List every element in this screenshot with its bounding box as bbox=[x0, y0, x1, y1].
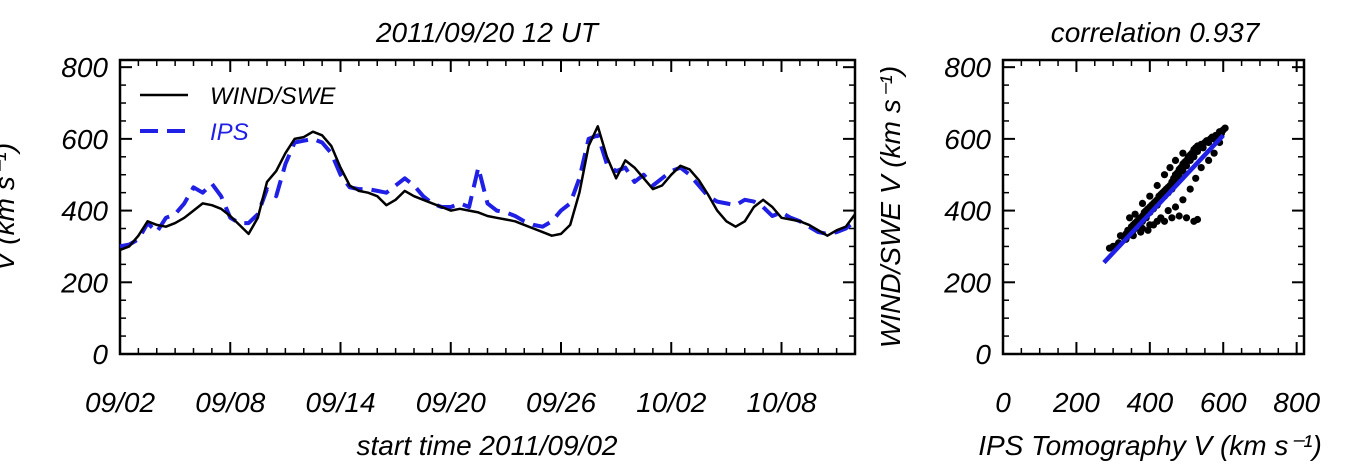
scatter-point bbox=[1210, 149, 1218, 157]
scatter-point bbox=[1175, 212, 1183, 220]
scatter-point bbox=[1182, 162, 1191, 170]
sc-x-tick-label: 200 bbox=[1052, 387, 1100, 418]
scatter-point bbox=[1193, 215, 1202, 224]
ts-y-tick-label: 600 bbox=[61, 124, 108, 155]
timeseries-title: 2011/09/20 12 UT bbox=[375, 17, 600, 48]
scatter-point bbox=[1221, 124, 1229, 132]
scatter-point bbox=[1146, 192, 1154, 200]
scatter-points bbox=[1105, 124, 1229, 252]
series-line-ips bbox=[119, 133, 857, 249]
scatter-point bbox=[1179, 167, 1187, 175]
ts-y-tick-label: 400 bbox=[61, 196, 108, 227]
timeseries-x-axis: 09/02 09/08 09/14 09/20 09/26 10/02 10/08 bbox=[85, 60, 838, 418]
timeseries-y-axis: 0 200 400 600 800 bbox=[60, 52, 855, 370]
scatter-point bbox=[1168, 214, 1176, 222]
ts-x-tick-label: 10/08 bbox=[746, 387, 816, 418]
ts-x-tick-label: 09/14 bbox=[305, 387, 375, 418]
scatter-y-axis: 0 200 400 600 800 bbox=[943, 52, 1304, 370]
scatter-point bbox=[1149, 221, 1158, 229]
scatter-x-axis: 0 200 400 600 800 bbox=[995, 60, 1320, 418]
scatter-title: correlation 0.937 bbox=[1051, 17, 1261, 48]
scatter-point bbox=[1182, 214, 1191, 222]
sc-y-tick-label: 200 bbox=[943, 267, 991, 298]
scatter-fit bbox=[1102, 133, 1225, 265]
scatter-point bbox=[1197, 164, 1205, 172]
scatter-point bbox=[1144, 226, 1152, 234]
sc-y-tick-label: 0 bbox=[975, 339, 991, 370]
legend-label-wind-swe: WIND/SWE bbox=[210, 83, 336, 110]
ts-y-tick-label: 200 bbox=[60, 267, 108, 298]
scatter-x-axis-label: IPS Tomography V (km s⁻¹) bbox=[978, 430, 1322, 461]
scatter-point bbox=[1153, 181, 1161, 190]
ts-x-tick-label: 09/02 bbox=[85, 387, 155, 418]
scatter-point bbox=[1137, 228, 1145, 236]
scatter-point bbox=[1179, 196, 1187, 204]
scatter-point bbox=[1131, 210, 1139, 218]
sc-x-tick-label: 800 bbox=[1273, 387, 1320, 418]
ts-x-tick-label: 10/02 bbox=[636, 387, 706, 418]
sc-x-tick-label: 600 bbox=[1200, 387, 1247, 418]
scatter-point bbox=[1179, 149, 1187, 157]
ts-y-tick-label: 800 bbox=[61, 52, 108, 83]
scatter-point bbox=[1126, 214, 1134, 222]
scatter-panel: correlation 0.937 0 200 400 600 800 0 200 400 6… bbox=[875, 17, 1322, 461]
scatter-plot-frame bbox=[1001, 58, 1306, 356]
sc-x-tick-label: 400 bbox=[1126, 387, 1173, 418]
ts-x-tick-label: 09/08 bbox=[195, 387, 265, 418]
sc-x-tick-label: 0 bbox=[995, 387, 1011, 418]
scatter-point bbox=[1193, 147, 1202, 155]
scatter-point bbox=[1138, 199, 1147, 207]
timeseries-x-axis-label: start time 2011/09/02 bbox=[357, 430, 618, 461]
scatter-point bbox=[1186, 185, 1194, 193]
legend-label-ips: IPS bbox=[210, 119, 249, 146]
scatter-point bbox=[1171, 203, 1180, 211]
series-line-wind-swe bbox=[119, 125, 857, 252]
scatter-y-axis-label: WIND/SWE V (km s⁻¹) bbox=[875, 66, 906, 348]
timeseries-panel: 2011/09/20 12 UT 09/02 09/08 09/14 09/20 09/… bbox=[0, 17, 857, 461]
timeseries-legend: WIND/SWE IPS bbox=[140, 83, 336, 146]
scatter-point bbox=[1164, 207, 1172, 215]
scatter-point bbox=[1157, 214, 1165, 222]
sc-y-tick-label: 800 bbox=[944, 52, 991, 83]
scatter-point bbox=[1166, 164, 1174, 172]
sc-y-tick-label: 400 bbox=[944, 196, 991, 227]
sc-y-tick-label: 600 bbox=[944, 124, 991, 155]
scatter-point bbox=[1160, 171, 1169, 179]
scatter-point bbox=[1205, 156, 1213, 164]
scatter-point bbox=[1190, 153, 1198, 161]
scatter-point bbox=[1171, 156, 1180, 164]
timeseries-series bbox=[119, 125, 857, 252]
scatter-point bbox=[1192, 174, 1200, 182]
timeseries-y-axis-label: V (km s⁻¹) bbox=[0, 143, 20, 271]
ts-x-tick-label: 09/20 bbox=[416, 387, 486, 418]
ts-x-tick-label: 09/26 bbox=[526, 387, 596, 418]
regression-line bbox=[1102, 133, 1225, 265]
ts-y-tick-label: 0 bbox=[92, 339, 108, 370]
